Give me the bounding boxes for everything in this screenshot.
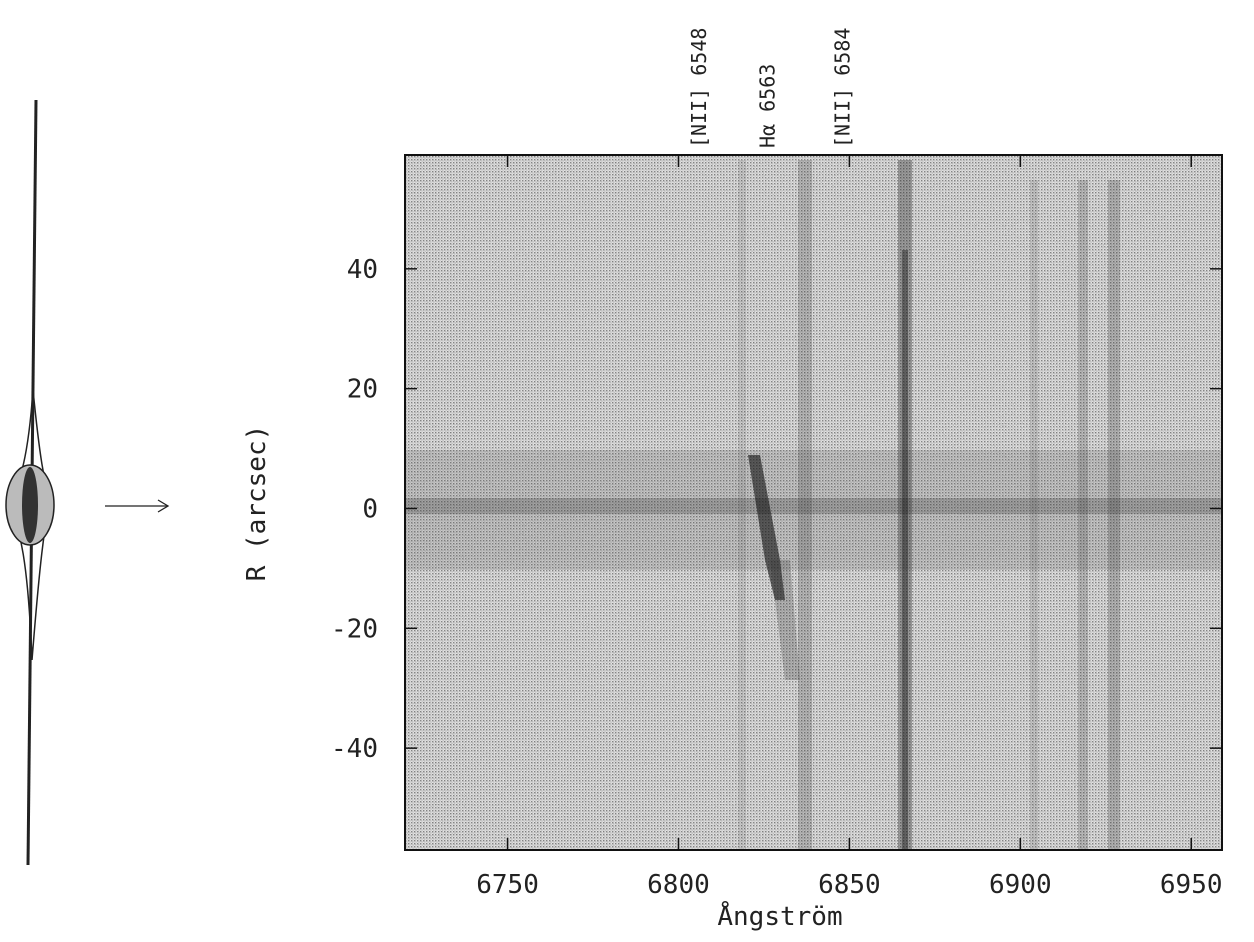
spectrum-image (404, 154, 1223, 851)
x-axis-label: Ångström (717, 900, 842, 932)
y-axis-label: R (arcsec) (242, 425, 272, 582)
arrow (105, 499, 170, 513)
line-annotation: Hα 6563 (755, 64, 779, 148)
x-tick-label: 6800 (647, 870, 710, 900)
line-annotation: [NII] 6584 (831, 28, 855, 148)
y-tick-label: -40 (331, 734, 378, 764)
x-tick-label: 6900 (989, 870, 1052, 900)
y-tick-label: 20 (347, 375, 378, 405)
y-tick-label: 0 (362, 494, 378, 524)
galaxy-sketch (5, 99, 55, 866)
x-tick-label: 6950 (1160, 870, 1223, 900)
y-tick-label: -20 (331, 614, 378, 644)
x-tick-label: 6850 (818, 870, 881, 900)
x-tick-label: 6750 (476, 870, 539, 900)
line-annotation: [NII] 6548 (687, 28, 711, 148)
plot-frame (404, 154, 1223, 851)
y-tick-label: 40 (347, 255, 378, 285)
